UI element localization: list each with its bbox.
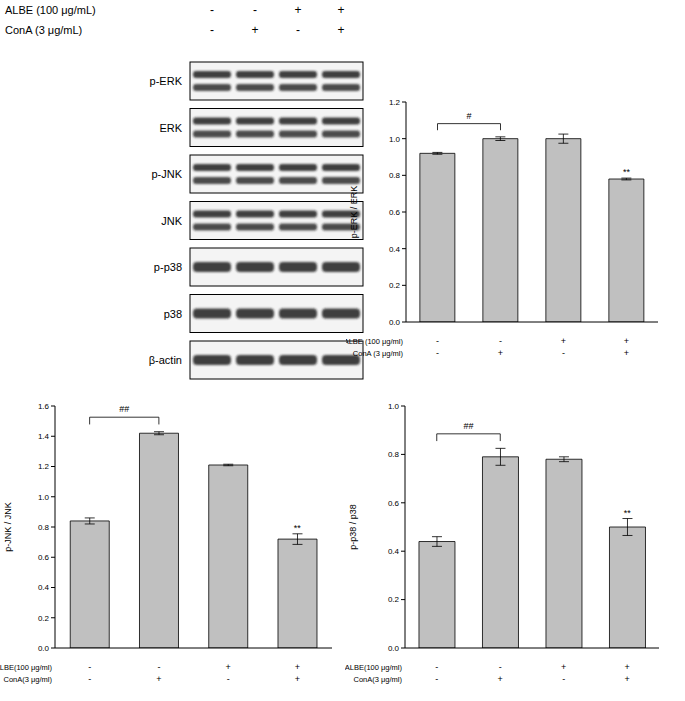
svg-text:JNK: JNK [161,215,182,227]
svg-text:-: - [562,348,565,358]
svg-text:p-JNK / JNK: p-JNK / JNK [8,502,13,552]
svg-text:-: - [562,674,565,684]
svg-text:-: - [436,336,439,346]
svg-text:0.4: 0.4 [38,583,50,592]
svg-text:+: + [624,348,629,358]
svg-text:1.2: 1.2 [38,462,50,471]
svg-text:ConA(3 μg/ml): ConA(3 μg/ml) [353,675,402,684]
svg-text:+: + [251,23,258,37]
svg-text:+: + [561,662,566,672]
svg-text:-: - [88,674,91,684]
svg-text:ConA (3 μg/ml): ConA (3 μg/ml) [353,349,404,358]
svg-text:ConA(3 μg/ml): ConA(3 μg/ml) [8,675,52,684]
svg-text:+: + [625,674,630,684]
svg-text:0.6: 0.6 [38,553,50,562]
svg-text:0.8: 0.8 [388,450,400,459]
svg-text:-: - [88,662,91,672]
svg-text:0.8: 0.8 [389,171,401,180]
svg-text:0.0: 0.0 [388,644,400,653]
svg-text:p-ERK: p-ERK [150,75,183,87]
svg-text:1.2: 1.2 [389,98,401,107]
svg-text:1.0: 1.0 [389,135,401,144]
svg-text:ALBE (100 μg/mL): ALBE (100 μg/mL) [8,4,96,16]
svg-text:0.2: 0.2 [388,595,400,604]
svg-text:#: # [466,111,471,121]
svg-text:+: + [498,348,503,358]
svg-text:+: + [561,336,566,346]
svg-text:+: + [156,674,161,684]
svg-text:+: + [337,23,344,37]
svg-text:**: ** [624,508,632,518]
svg-text:0.4: 0.4 [388,547,400,556]
svg-text:0.0: 0.0 [389,318,401,327]
svg-text:p-p38 / p38: p-p38 / p38 [348,504,358,550]
svg-text:1.0: 1.0 [388,402,400,411]
svg-text:-: - [227,674,230,684]
svg-text:ALBE (100 μg/ml): ALBE (100 μg/ml) [346,337,403,346]
svg-text:p-JNK: p-JNK [151,168,182,180]
svg-text:+: + [624,336,629,346]
svg-text:+: + [295,662,300,672]
svg-text:-: - [435,662,438,672]
svg-text:ConA (3 μg/mL): ConA (3 μg/mL) [8,24,82,36]
svg-text:ALBE(100 μg/ml): ALBE(100 μg/ml) [8,663,52,672]
svg-text:0.6: 0.6 [389,208,401,217]
svg-text:0.2: 0.2 [389,281,401,290]
svg-text:-: - [436,348,439,358]
svg-text:-: - [499,662,502,672]
svg-text:-: - [210,3,214,17]
svg-text:ERK: ERK [159,122,182,134]
svg-text:+: + [498,674,503,684]
svg-text:+: + [225,662,230,672]
svg-text:0.2: 0.2 [38,614,50,623]
svg-text:-: - [499,336,502,346]
svg-text:ALBE(100 μg/ml): ALBE(100 μg/ml) [345,663,402,672]
svg-text:0.4: 0.4 [389,245,401,254]
svg-text:+: + [337,3,344,17]
svg-text:-: - [210,23,214,37]
svg-text:p-p38: p-p38 [154,261,182,273]
svg-text:0.8: 0.8 [38,523,50,532]
svg-text:-: - [435,674,438,684]
svg-text:-: - [253,3,257,17]
svg-text:##: ## [463,421,473,431]
svg-text:+: + [294,3,301,17]
svg-text:1.0: 1.0 [38,493,50,502]
svg-text:+: + [625,662,630,672]
svg-text:p-ERK / ERK: p-ERK / ERK [349,186,359,239]
svg-text:β-actin: β-actin [149,354,182,366]
svg-text:**: ** [294,523,302,533]
svg-text:p38: p38 [164,308,182,320]
svg-text:1.4: 1.4 [38,432,50,441]
svg-text:-: - [157,662,160,672]
svg-text:0.0: 0.0 [38,644,50,653]
svg-text:-: - [296,23,300,37]
svg-text:1.6: 1.6 [38,402,50,411]
svg-text:+: + [295,674,300,684]
svg-text:##: ## [119,404,129,414]
svg-text:**: ** [623,167,631,177]
svg-text:0.6: 0.6 [388,499,400,508]
